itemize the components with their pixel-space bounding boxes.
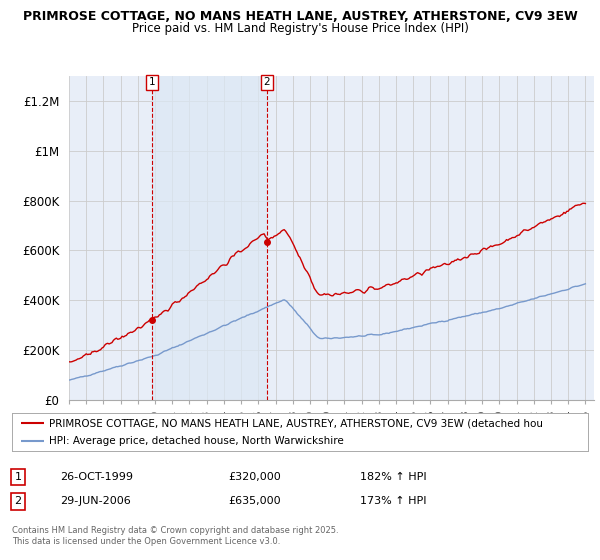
Text: 2: 2 <box>14 496 22 506</box>
Text: 173% ↑ HPI: 173% ↑ HPI <box>360 496 427 506</box>
Text: PRIMROSE COTTAGE, NO MANS HEATH LANE, AUSTREY, ATHERSTONE, CV9 3EW (detached hou: PRIMROSE COTTAGE, NO MANS HEATH LANE, AU… <box>49 418 544 428</box>
Text: 26-OCT-1999: 26-OCT-1999 <box>60 472 133 482</box>
Text: 29-JUN-2006: 29-JUN-2006 <box>60 496 131 506</box>
Bar <box>152 76 267 400</box>
Text: £320,000: £320,000 <box>228 472 281 482</box>
Text: Contains HM Land Registry data © Crown copyright and database right 2025.
This d: Contains HM Land Registry data © Crown c… <box>12 526 338 546</box>
Text: PRIMROSE COTTAGE, NO MANS HEATH LANE, AUSTREY, ATHERSTONE, CV9 3EW: PRIMROSE COTTAGE, NO MANS HEATH LANE, AU… <box>23 10 577 23</box>
Text: 182% ↑ HPI: 182% ↑ HPI <box>360 472 427 482</box>
Text: 1: 1 <box>149 77 155 87</box>
Text: 2: 2 <box>263 77 270 87</box>
Text: £635,000: £635,000 <box>228 496 281 506</box>
Text: HPI: Average price, detached house, North Warwickshire: HPI: Average price, detached house, Nort… <box>49 436 344 446</box>
Text: 1: 1 <box>14 472 22 482</box>
Text: Price paid vs. HM Land Registry's House Price Index (HPI): Price paid vs. HM Land Registry's House … <box>131 22 469 35</box>
